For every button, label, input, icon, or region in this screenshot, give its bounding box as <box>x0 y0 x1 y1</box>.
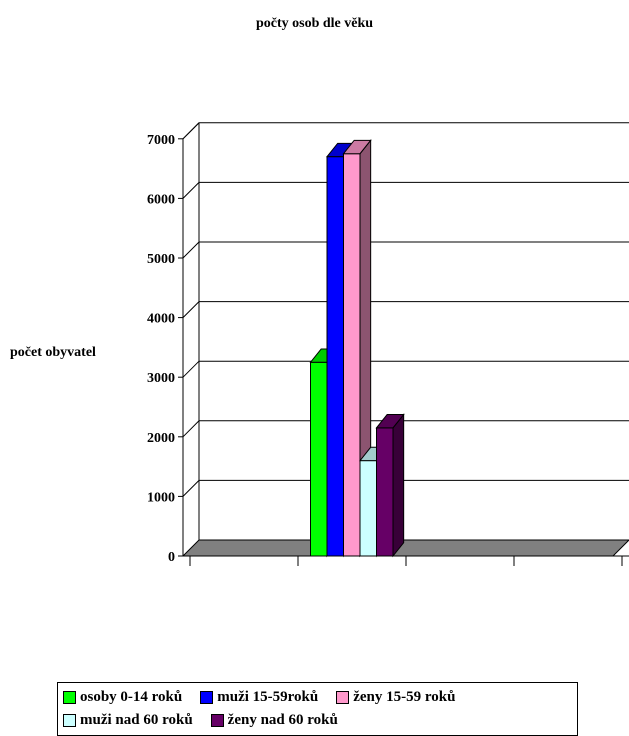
legend-swatch <box>63 714 76 727</box>
y-tick-label: 1000 <box>147 490 175 505</box>
y-tick-label: 7000 <box>147 133 175 148</box>
gridline <box>182 181 629 199</box>
legend-swatch <box>210 714 224 727</box>
legend-item-muzi-nad-60: muži nad 60 roků <box>63 712 193 729</box>
legend-swatch <box>336 691 350 704</box>
gridline <box>182 241 629 259</box>
chart-title: počty osob dle věku <box>255 16 374 31</box>
legend-label: osoby 0-14 roků <box>80 689 183 705</box>
gridline <box>182 122 629 140</box>
legend-item-osoby-0-14: osoby 0-14 roků <box>63 689 182 706</box>
legend-item-zeny-15-59: ženy 15-59 roků <box>336 689 455 706</box>
bar-top <box>342 139 372 155</box>
gridline <box>182 360 629 378</box>
y-tick-label: 5000 <box>147 252 175 267</box>
y-tick-label: 2000 <box>147 431 175 446</box>
legend-label: ženy nad 60 roků <box>227 712 338 728</box>
legend-swatch <box>63 691 76 704</box>
legend-swatch <box>200 691 214 704</box>
bar <box>343 153 361 557</box>
gridline <box>182 420 629 438</box>
y-tick-label: 3000 <box>147 371 175 386</box>
gridline <box>182 301 629 318</box>
legend-row: muži nad 60 roků ženy nad 60 roků <box>63 709 572 732</box>
bar-top <box>375 414 405 429</box>
gridline <box>182 479 629 497</box>
bar-side <box>392 413 405 558</box>
bar <box>376 427 394 557</box>
y-tick-label: 0 <box>168 550 175 565</box>
y-axis-label: počet obyvatel <box>10 345 96 360</box>
legend-item-zeny-nad-60: ženy nad 60 roků <box>210 712 338 729</box>
legend-item-muzi-15-59: muži 15-59roků <box>200 689 318 706</box>
chart-floor <box>181 539 629 557</box>
bar <box>359 460 377 557</box>
legend-label: ženy 15-59 roků <box>353 689 456 705</box>
y-tick-label: 6000 <box>147 192 175 207</box>
legend-label: muži nad 60 roků <box>80 712 193 728</box>
chart-legend: osoby 0-14 roků muži 15-59roků ženy 15-5… <box>57 682 578 736</box>
y-tick-label: 4000 <box>147 312 175 327</box>
legend-label: muži 15-59roků <box>217 689 319 705</box>
bar <box>310 361 328 557</box>
legend-row: osoby 0-14 roků muži 15-59roků ženy 15-5… <box>63 686 572 709</box>
bar <box>326 156 344 557</box>
